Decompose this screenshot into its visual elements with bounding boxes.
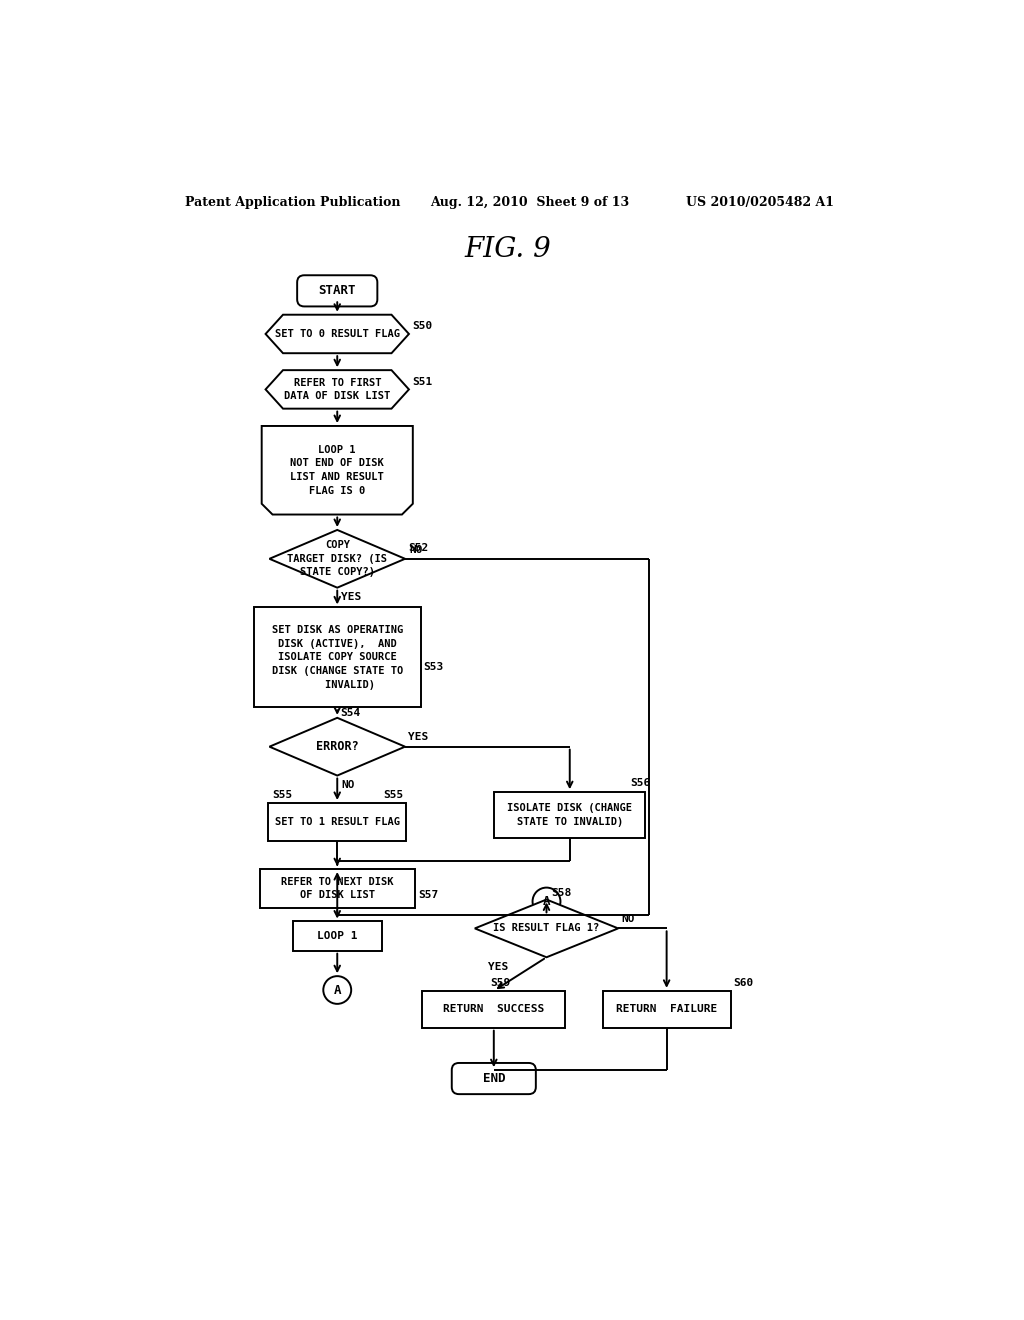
Text: Aug. 12, 2010  Sheet 9 of 13: Aug. 12, 2010 Sheet 9 of 13 bbox=[430, 195, 630, 209]
Bar bbox=[254, 607, 421, 708]
Text: START: START bbox=[318, 284, 356, 297]
Text: S50: S50 bbox=[412, 321, 432, 331]
FancyBboxPatch shape bbox=[297, 276, 378, 306]
Text: NO: NO bbox=[622, 915, 635, 924]
Text: LOOP 1
NOT END OF DISK
LIST AND RESULT
FLAG IS 0: LOOP 1 NOT END OF DISK LIST AND RESULT F… bbox=[291, 445, 384, 495]
Bar bbox=[260, 869, 415, 908]
Text: NO: NO bbox=[409, 545, 423, 554]
Text: S56: S56 bbox=[630, 777, 650, 788]
Circle shape bbox=[324, 977, 351, 1003]
Text: IS RESULT FLAG 1?: IS RESULT FLAG 1? bbox=[494, 924, 600, 933]
Bar bbox=[268, 803, 407, 841]
Text: REFER TO NEXT DISK
OF DISK LIST: REFER TO NEXT DISK OF DISK LIST bbox=[281, 876, 393, 900]
Text: YES: YES bbox=[341, 591, 361, 602]
Text: FIG. 9: FIG. 9 bbox=[464, 236, 551, 263]
Text: ERROR?: ERROR? bbox=[315, 741, 358, 754]
Text: A: A bbox=[334, 983, 341, 997]
Text: LOOP 1: LOOP 1 bbox=[317, 931, 357, 941]
Circle shape bbox=[532, 887, 560, 915]
Bar bbox=[495, 792, 645, 838]
Bar bbox=[422, 991, 565, 1028]
Text: YES: YES bbox=[487, 961, 508, 972]
Text: S57: S57 bbox=[418, 890, 438, 899]
Text: COPY
TARGET DISK? (IS
STATE COPY?): COPY TARGET DISK? (IS STATE COPY?) bbox=[288, 540, 387, 577]
Text: S60: S60 bbox=[733, 978, 753, 989]
Text: Patent Application Publication: Patent Application Publication bbox=[184, 195, 400, 209]
Polygon shape bbox=[262, 426, 413, 515]
Text: RETURN  FAILURE: RETURN FAILURE bbox=[616, 1005, 717, 1014]
Text: A: A bbox=[543, 895, 550, 908]
Text: SET TO 1 RESULT FLAG: SET TO 1 RESULT FLAG bbox=[274, 817, 399, 828]
Text: S58: S58 bbox=[551, 888, 571, 899]
Text: SET DISK AS OPERATING
DISK (ACTIVE),  AND
ISOLATE COPY SOURCE
DISK (CHANGE STATE: SET DISK AS OPERATING DISK (ACTIVE), AND… bbox=[271, 626, 402, 689]
Text: NO: NO bbox=[341, 780, 354, 789]
Text: SET TO 0 RESULT FLAG: SET TO 0 RESULT FLAG bbox=[274, 329, 399, 339]
Polygon shape bbox=[265, 314, 409, 354]
Text: YES: YES bbox=[409, 733, 428, 742]
Text: S55: S55 bbox=[383, 791, 403, 800]
Bar bbox=[293, 921, 382, 950]
Bar bbox=[603, 991, 730, 1028]
Polygon shape bbox=[269, 718, 406, 776]
Text: REFER TO FIRST
DATA OF DISK LIST: REFER TO FIRST DATA OF DISK LIST bbox=[284, 378, 390, 401]
Text: S51: S51 bbox=[412, 376, 432, 387]
Text: S59: S59 bbox=[489, 978, 510, 989]
Text: S55: S55 bbox=[272, 791, 293, 800]
Text: ISOLATE DISK (CHANGE
STATE TO INVALID): ISOLATE DISK (CHANGE STATE TO INVALID) bbox=[507, 804, 632, 828]
Text: S54: S54 bbox=[340, 709, 360, 718]
Polygon shape bbox=[475, 899, 618, 957]
Text: END: END bbox=[482, 1072, 505, 1085]
FancyBboxPatch shape bbox=[452, 1063, 536, 1094]
Text: S52: S52 bbox=[409, 543, 428, 553]
Text: US 2010/0205482 A1: US 2010/0205482 A1 bbox=[686, 195, 834, 209]
Text: S53: S53 bbox=[424, 661, 444, 672]
Polygon shape bbox=[265, 370, 409, 409]
Text: RETURN  SUCCESS: RETURN SUCCESS bbox=[443, 1005, 545, 1014]
Polygon shape bbox=[269, 529, 406, 587]
